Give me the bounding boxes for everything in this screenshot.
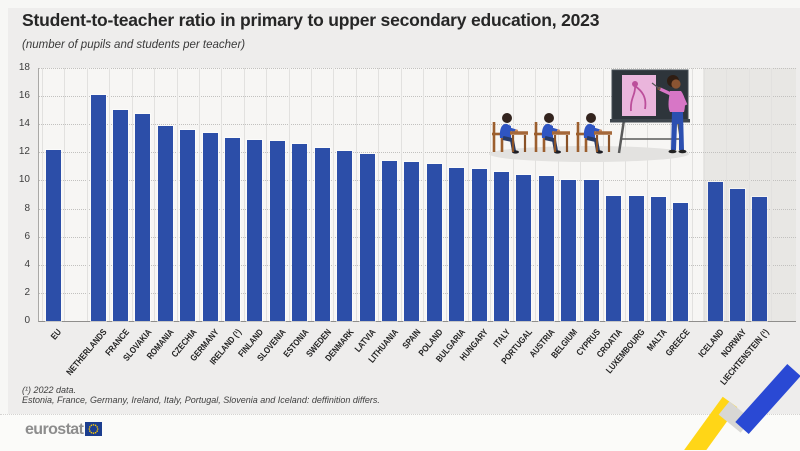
bar-norway [728,187,746,323]
gridline-x [624,68,626,321]
bar-austria [537,175,555,322]
gridline-x [64,68,66,321]
y-tick-label-0: 0 [24,315,30,326]
gridline-x [692,68,694,321]
gridline-x [535,68,537,321]
eurostat-logo: eurostat [25,421,103,438]
gridline-x [748,68,750,321]
bar-sweden [313,147,331,322]
y-tick-label-16: 16 [18,90,30,102]
gridline-x [703,68,705,321]
footer-bar: eurostat [0,414,800,451]
gridline-y-16 [39,96,796,98]
y-tick-label-14: 14 [18,118,30,130]
gridline-x [647,68,649,321]
gridline-x [602,68,604,321]
bar-portugal [515,173,533,323]
x-tick-label: NETHERLANDS [64,327,109,378]
bar-iceland [706,180,724,323]
gridline-x [445,68,447,321]
gridline-y-18 [39,68,796,69]
teacher-figure [651,75,688,154]
gridline-x [131,68,133,321]
bar-belgium [560,179,578,322]
bar-hungary [470,168,488,322]
x-tick-label: EU [49,327,64,342]
zigzag-decoration [684,363,800,450]
zigzag-blue-segment [735,363,800,435]
y-tick-label-8: 8 [24,202,30,214]
bar-czechia [179,128,197,323]
gridline-x [86,68,88,321]
bar-germany [201,131,219,323]
bar-spain [403,161,421,322]
bar-france [111,109,129,322]
gridline-x [467,68,469,321]
gridline-x [580,68,581,321]
student-1 [490,111,530,156]
bar-croatia [605,194,623,323]
bar-malta [650,196,667,322]
y-tick-label-6: 6 [24,230,30,242]
poster [622,75,656,116]
bar-luxembourg [627,194,645,323]
gridline-x [771,68,773,321]
footnote-2022-data: (¹) 2022 data. [22,385,77,395]
bar-slovakia [134,113,152,322]
bar-lithuania [380,159,398,323]
bar-ireland [224,137,242,322]
gridline-x [266,68,268,321]
page-title: Student-to-teacher ratio in primary to u… [22,10,600,30]
gridline-x [378,68,380,321]
gridline-x [557,68,559,321]
bar-slovenia [268,140,286,322]
bar-bulgaria [448,166,466,323]
gridline-x [355,68,357,321]
bar-romania [156,124,174,323]
y-tick-label-4: 4 [24,258,30,270]
y-axis: 0 2 4 6 8 10 12 14 16 18 [4,62,34,326]
gridline-x [400,68,402,321]
gridline-x [726,68,728,321]
gridline-x [311,68,312,321]
y-tick-label-18: 18 [18,62,30,73]
gridline-x [288,68,290,321]
bar-finland [246,138,264,323]
bar-latvia [358,152,376,323]
gridline-x [221,68,223,321]
page-subtitle: (number of pupils and students per teach… [22,39,246,51]
classroom-illustration [489,69,690,162]
eu-flag-icon [85,422,103,436]
gridline-y-14 [39,124,796,126]
gridline-x [333,68,335,321]
bar-poland [425,162,443,323]
bar-italy [493,171,511,322]
gridline-x [41,68,43,321]
bar-cyprus [582,179,600,322]
gridline-x [512,68,514,321]
illustration-shadow [489,146,689,162]
gridline-x [198,68,200,321]
bar-liechtenstein [751,196,769,322]
footnote-definition: Estonia, France, Germany, Ireland, Italy… [22,395,380,405]
gridline-x [154,68,156,321]
bar-greece [672,201,690,323]
gridline-x [176,68,178,321]
bar-eu [44,148,62,323]
gridline-x [243,68,245,321]
gridline-x [423,68,425,321]
bar-denmark [336,149,354,323]
y-tick-label-12: 12 [18,146,30,158]
bar-estonia [291,142,309,323]
gridline-x [490,68,492,321]
gridline-x [109,68,111,321]
bar-netherlands [89,93,107,323]
gridline-y-12 [39,152,796,154]
gridline-x [669,68,671,321]
y-tick-label-2: 2 [24,286,30,298]
eurostat-wordmark: eurostat [25,421,84,438]
y-tick-label-10: 10 [18,174,30,186]
